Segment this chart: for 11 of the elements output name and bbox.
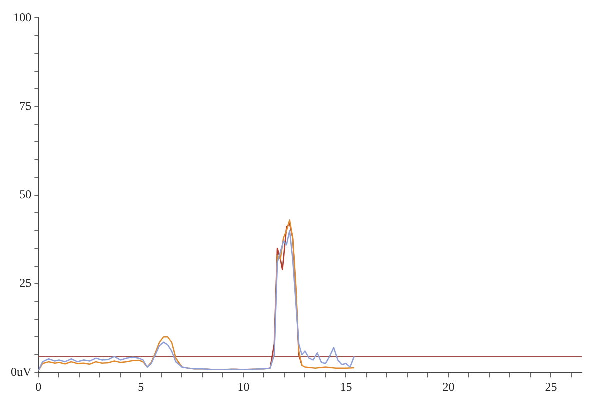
x-tick-label: 25 — [545, 380, 558, 394]
x-tick-label: 10 — [238, 380, 250, 394]
x-tick-label: 0 — [36, 380, 42, 394]
x-tick-label: 5 — [138, 380, 144, 394]
y-tick-label: 75 — [20, 98, 32, 113]
y-tick-label: 25 — [20, 276, 32, 290]
x-tick-label: 20 — [442, 380, 455, 394]
y-tick-label: 50 — [20, 188, 32, 202]
x-tick-label: 15 — [340, 380, 352, 394]
y-tick-label: 100 — [14, 10, 32, 24]
y-tick-label: 0uV — [10, 364, 32, 379]
